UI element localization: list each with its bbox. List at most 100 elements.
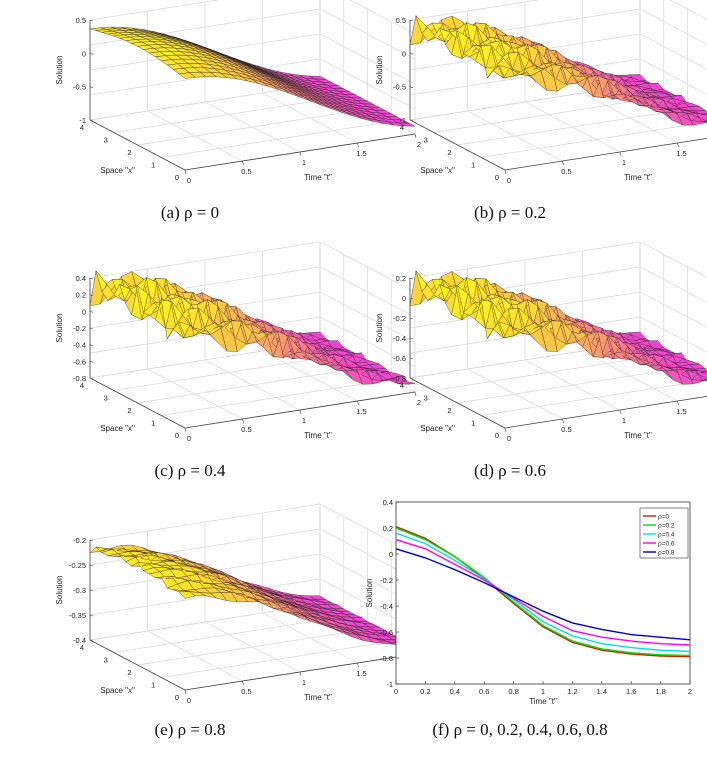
z-tick-label: 0.2 bbox=[396, 274, 406, 283]
z-tick-label: -0.2 bbox=[73, 536, 86, 545]
t-tick-label: 1 bbox=[302, 416, 306, 425]
z-tick bbox=[89, 377, 94, 380]
z-axis-label: Solution bbox=[55, 56, 64, 85]
z-tick-label: -1 bbox=[399, 116, 406, 125]
z-tick-label: -0.4 bbox=[73, 636, 86, 645]
x-tick-label: 1.6 bbox=[626, 687, 636, 696]
x-tick-label: 1 bbox=[471, 161, 475, 170]
t-axis-label: Time "t" bbox=[624, 173, 652, 182]
x-tick-label: 4 bbox=[80, 381, 84, 390]
x-tick-label: 0 bbox=[495, 173, 499, 182]
x-tick-label: 1 bbox=[151, 419, 155, 428]
y-tick-label: 0.2 bbox=[383, 524, 393, 533]
t-tick bbox=[242, 680, 244, 686]
x-tick-label: 0 bbox=[394, 687, 398, 696]
t-axis-label: Time "t" bbox=[624, 431, 652, 440]
t-tick bbox=[504, 169, 507, 175]
floor-grid-line bbox=[582, 350, 678, 402]
z-tick bbox=[409, 86, 414, 88]
x-tick-label: 2 bbox=[127, 406, 131, 415]
t-tick-label: 1 bbox=[302, 678, 306, 687]
floor-grid-line bbox=[262, 92, 358, 144]
t-tick-label: 0 bbox=[187, 434, 191, 443]
t-tick-label: 1.5 bbox=[356, 669, 366, 678]
floor-grid-line bbox=[481, 379, 707, 416]
y-tick-label: -0.2 bbox=[380, 576, 393, 585]
t-tick bbox=[677, 400, 679, 406]
x-axis-label: Space "x" bbox=[100, 686, 135, 695]
x-tick-label: 3 bbox=[424, 394, 428, 403]
x-tick-label: 0.8 bbox=[508, 687, 518, 696]
t-tick-label: 1 bbox=[302, 158, 306, 167]
x-axis-label: Space "x" bbox=[100, 166, 135, 175]
floor-grid-line bbox=[147, 630, 243, 682]
z-tick-label: 0.2 bbox=[76, 291, 86, 300]
z-tick bbox=[409, 119, 414, 122]
x-tick-label: 4 bbox=[400, 123, 404, 132]
z-tick bbox=[409, 297, 414, 300]
t-tick-label: 0.5 bbox=[241, 687, 251, 696]
t-tick bbox=[414, 391, 417, 397]
z-tick-label: 0.5 bbox=[76, 16, 86, 25]
x-tick-label: 0.4 bbox=[450, 687, 460, 696]
floor-grid-line bbox=[204, 359, 301, 411]
z-axis-label: Solution bbox=[375, 314, 384, 343]
t-tick-label: 2 bbox=[417, 140, 421, 149]
surface-patch bbox=[697, 373, 707, 382]
surface-patch bbox=[700, 113, 707, 116]
surface-patch bbox=[702, 379, 707, 381]
legend-label: ρ=0.2 bbox=[658, 523, 675, 530]
x-tick-label: 1.8 bbox=[655, 687, 665, 696]
z-tick bbox=[89, 19, 94, 22]
z-tick bbox=[409, 337, 414, 340]
x-tick-label: 4 bbox=[400, 381, 404, 390]
t-tick-label: 0.5 bbox=[241, 425, 251, 434]
x-tick-label: 3 bbox=[424, 136, 428, 145]
x-tick-label: 0 bbox=[175, 173, 179, 182]
panel-d: -0.8-0.6-0.4-0.200.20123400.511.52Soluti… bbox=[320, 241, 707, 498]
t-tick bbox=[242, 418, 244, 424]
t-tick-label: 0 bbox=[187, 176, 191, 185]
legend-label: ρ=0 bbox=[658, 514, 669, 521]
z-tick-label: -0.5 bbox=[393, 83, 406, 92]
t-tick bbox=[184, 427, 187, 433]
t-tick bbox=[357, 142, 359, 148]
t-tick bbox=[184, 689, 187, 695]
series-line bbox=[395, 548, 691, 641]
t-tick-label: 0.5 bbox=[561, 425, 571, 434]
floor-grid-line bbox=[262, 612, 358, 664]
floor-grid-line bbox=[147, 110, 243, 162]
z-tick bbox=[89, 311, 94, 313]
z-tick bbox=[409, 377, 414, 380]
z-tick-label: 0 bbox=[82, 49, 86, 58]
z-axis-label: Solution bbox=[55, 314, 64, 343]
t-tick bbox=[562, 418, 564, 424]
y-tick-label: -0.4 bbox=[380, 602, 393, 611]
floor-grid-line bbox=[481, 121, 707, 158]
t-tick-label: 0 bbox=[187, 696, 191, 705]
x-axis-label: Time "t" bbox=[529, 697, 557, 706]
surface-patch bbox=[398, 122, 416, 127]
x-tick-label: 1 bbox=[471, 419, 475, 428]
y-tick-label: 0 bbox=[389, 550, 393, 559]
t-tick-label: 1.5 bbox=[676, 149, 686, 158]
x-tick-label: 4 bbox=[80, 123, 84, 132]
z-tick bbox=[409, 357, 414, 360]
t-tick-label: 0.5 bbox=[241, 167, 251, 176]
t-tick bbox=[357, 400, 359, 406]
z-tick-label: -0.2 bbox=[393, 314, 406, 323]
z-axis-label: Solution bbox=[55, 576, 64, 605]
z-tick-label: -0.25 bbox=[69, 561, 86, 570]
z-tick-label: -0.6 bbox=[393, 354, 406, 363]
x-tick-label: 2 bbox=[127, 148, 131, 157]
panel-f: -1 -0.8 -0.6 -0.4 -0.2 0 0.2 0.4 0 0.2 0.4 0.6 0.8 1 1… bbox=[340, 490, 707, 759]
z-tick bbox=[89, 589, 94, 592]
surface-patch bbox=[700, 371, 707, 374]
surface-plot-c: -0.8 -0.6 -0.4 -0.2 0 0.2 0.4 0 1 2 3 4 0 0.5 1 1.5 2 Sol… bbox=[55, 241, 421, 443]
wall-grid-line bbox=[409, 0, 707, 21]
z-tick-label: 0 bbox=[82, 307, 86, 316]
floor-grid-line bbox=[467, 368, 563, 420]
t-axis-label: Time "t" bbox=[304, 173, 332, 182]
z-tick bbox=[89, 614, 94, 617]
